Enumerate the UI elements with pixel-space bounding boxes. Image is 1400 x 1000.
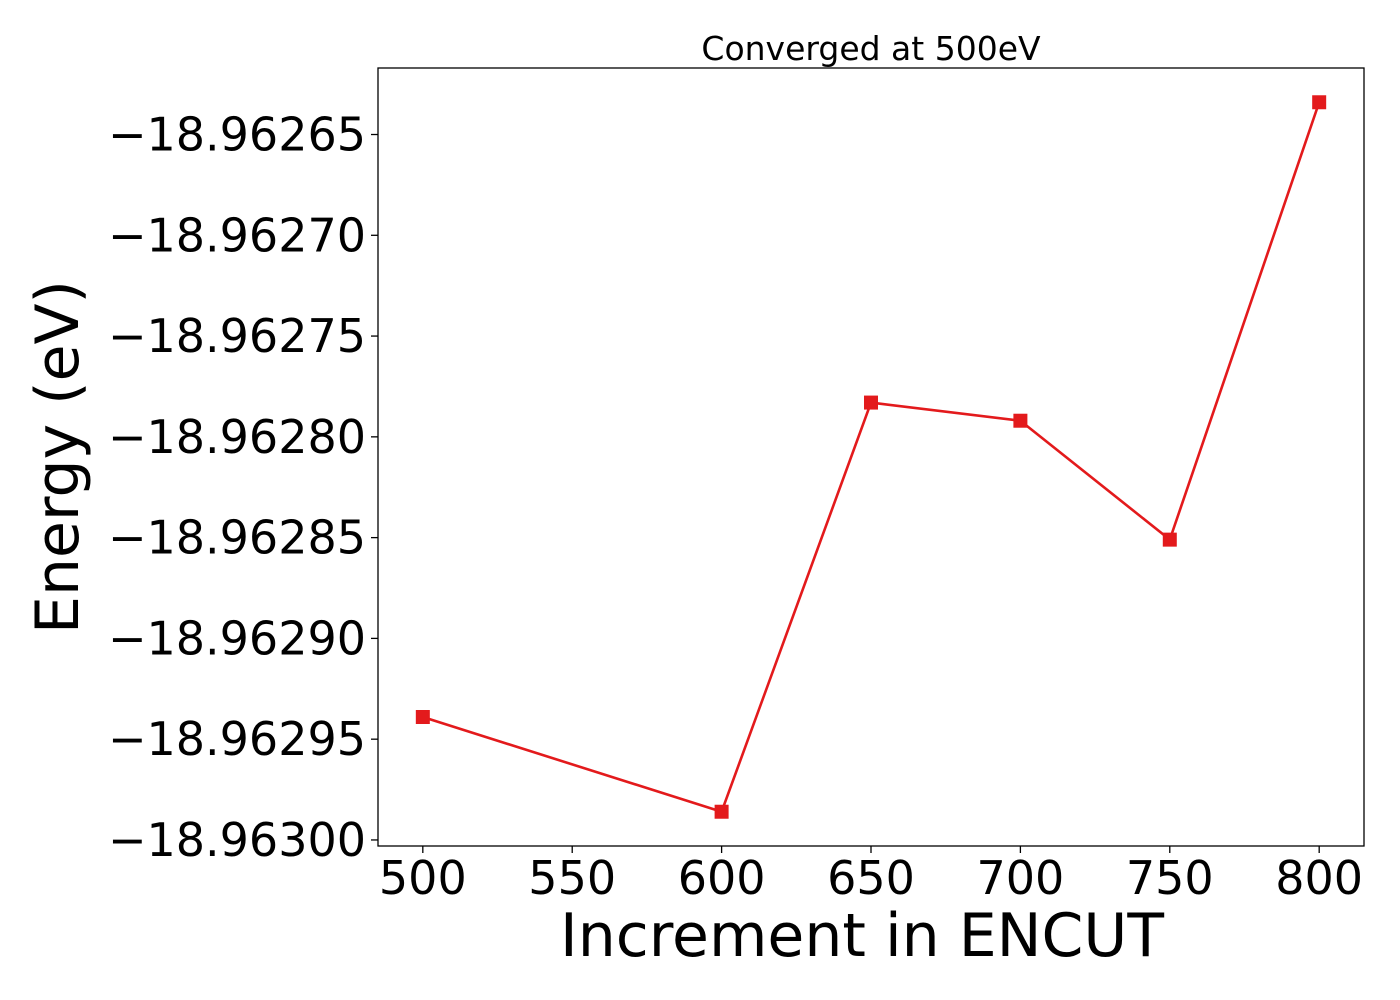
x-tick-label: 600: [678, 851, 766, 905]
y-tick-label: −18.96280: [108, 410, 366, 464]
x-axis-label: Increment in ENCUT: [560, 901, 1164, 971]
data-point-marker: [1312, 95, 1327, 110]
y-tick-label: −18.96290: [108, 611, 366, 665]
x-tick-label: 500: [379, 851, 467, 905]
y-tick-label: −18.96275: [108, 309, 366, 363]
y-axis: −18.96265 −18.96270 −18.96275 −18.96280 −18.…: [108, 108, 378, 867]
data-point-marker: [864, 395, 878, 410]
x-tick-label: 800: [1275, 851, 1363, 905]
x-tick-label: 750: [1126, 851, 1214, 905]
series-layer: [415, 95, 1327, 819]
x-tick-label: 700: [976, 851, 1064, 905]
x-axis: 500 550 600 650 700 750 800: [379, 846, 1363, 905]
data-point-marker: [714, 804, 729, 819]
y-axis-label: Energy (eV): [23, 280, 93, 634]
chart-title: Converged at 500eV: [701, 29, 1041, 68]
y-tick-label: −18.96265: [108, 108, 366, 162]
y-tick-label: −18.96300: [108, 813, 366, 867]
y-tick-label: −18.96270: [108, 208, 366, 262]
y-tick-label: −18.96295: [108, 712, 366, 766]
data-point-marker: [1013, 413, 1028, 428]
y-tick-label: −18.96285: [108, 511, 366, 565]
series-line: [422, 101, 1321, 814]
data-point-marker: [415, 710, 430, 725]
x-tick-label: 550: [528, 851, 616, 905]
x-tick-label: 650: [827, 851, 915, 905]
data-point-marker: [1162, 532, 1177, 547]
plot-area-frame: [377, 67, 1365, 847]
